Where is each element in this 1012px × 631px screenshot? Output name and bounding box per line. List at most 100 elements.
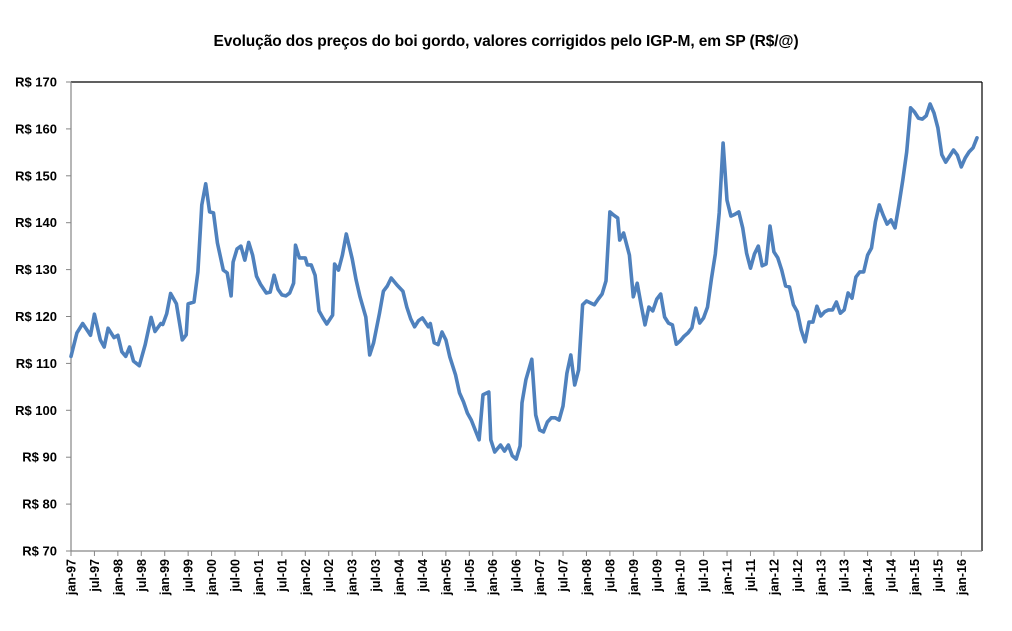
plot-area-frame (71, 81, 983, 551)
data-point (359, 296, 361, 298)
data-point (462, 401, 464, 403)
data-point (93, 313, 95, 315)
data-point (421, 317, 423, 319)
x-tick-label: jul-09 (650, 559, 664, 593)
data-point (445, 339, 447, 341)
data-point (699, 322, 701, 324)
data-point (185, 334, 187, 336)
data-point (882, 214, 884, 216)
data-point (622, 232, 624, 234)
data-point (531, 358, 533, 360)
data-point (277, 288, 279, 290)
data-point (933, 112, 935, 114)
data-point (745, 252, 747, 254)
x-tick-label: jan-01 (252, 559, 266, 596)
x-tick-label: jul-13 (838, 559, 852, 593)
y-tick-label: R$ 110 (16, 356, 57, 371)
data-point (972, 147, 974, 149)
data-point (585, 300, 587, 302)
data-point (298, 257, 300, 259)
data-point (777, 257, 779, 259)
data-point (103, 346, 105, 348)
data-point (679, 340, 681, 342)
data-point (859, 271, 861, 273)
x-tick-label: jan-06 (486, 559, 500, 596)
data-point (964, 157, 966, 159)
data-point (413, 326, 415, 328)
data-point (788, 286, 790, 288)
x-tick-label: jul-04 (416, 559, 430, 593)
data-point (538, 429, 540, 431)
x-tick-label: jan-08 (580, 559, 594, 596)
x-tick-label: jul-07 (557, 559, 571, 593)
x-tick-label: jan-03 (346, 559, 360, 596)
data-point (921, 118, 923, 120)
data-point (511, 455, 513, 457)
data-point (773, 251, 775, 253)
data-point (208, 211, 210, 213)
data-point (499, 444, 501, 446)
data-point (945, 161, 947, 163)
data-point (490, 439, 492, 441)
x-tick-label: jan-97 (65, 559, 79, 596)
x-tick-label: jan-04 (393, 559, 407, 596)
data-point (577, 369, 579, 371)
data-point (827, 309, 829, 311)
x-tick-label: jan-05 (439, 559, 453, 596)
data-point (851, 297, 853, 299)
data-point (406, 306, 408, 308)
y-tick-label: R$ 160 (15, 121, 57, 136)
data-point (205, 183, 207, 185)
data-point (605, 280, 607, 282)
x-tick-label: jan-09 (627, 559, 641, 596)
data-point (201, 204, 203, 206)
x-tick-label: jul-10 (697, 559, 711, 593)
data-point (632, 296, 634, 298)
data-point (519, 445, 521, 447)
data-point (322, 317, 324, 319)
data-point (222, 269, 224, 271)
x-tick-label: jan-13 (814, 559, 828, 596)
data-point (515, 458, 517, 460)
x-tick-label: jul-02 (322, 559, 336, 593)
data-point (726, 199, 728, 201)
data-point (378, 312, 380, 314)
data-point (310, 264, 312, 266)
x-tick-label: jan-10 (674, 559, 688, 596)
data-point (874, 221, 876, 223)
data-point (667, 322, 669, 324)
data-point (675, 343, 677, 345)
data-point (181, 339, 183, 341)
data-point (800, 329, 802, 331)
data-point (898, 204, 900, 206)
data-point (554, 417, 556, 419)
data-point (281, 294, 283, 296)
data-point (318, 310, 320, 312)
data-point (365, 316, 367, 318)
data-point (113, 336, 115, 338)
data-point (175, 303, 177, 305)
data-point (886, 223, 888, 225)
data-point (248, 241, 250, 243)
data-point (917, 117, 919, 119)
data-point (372, 342, 374, 344)
data-point (429, 322, 431, 324)
data-point (386, 285, 388, 287)
data-point (913, 111, 915, 113)
data-point (150, 316, 152, 318)
data-point (304, 257, 306, 259)
data-point (929, 103, 931, 105)
data-point (535, 414, 537, 416)
x-tick-label: jan-98 (111, 559, 125, 596)
data-point (839, 312, 841, 314)
data-point (812, 321, 814, 323)
x-tick-label: jul-12 (791, 559, 805, 593)
data-point (722, 142, 724, 144)
data-point (835, 301, 837, 303)
data-point (240, 245, 242, 247)
data-point (742, 227, 744, 229)
data-point (521, 402, 523, 404)
data-point (609, 211, 611, 213)
data-point (470, 419, 472, 421)
data-point (730, 215, 732, 217)
